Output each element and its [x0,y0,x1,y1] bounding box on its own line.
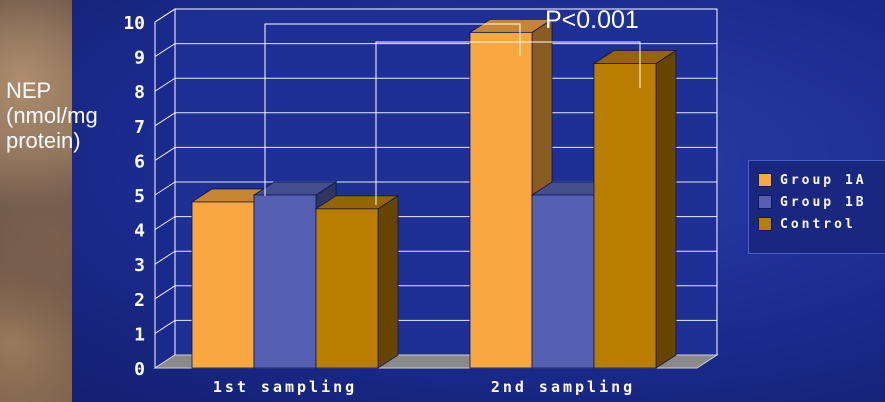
legend-swatch-group-1a [758,173,772,187]
y-tick-label-9: 9 [134,48,145,69]
bar-side-control-2 [655,49,677,369]
legend-label-group-1b: Group 1B [780,194,867,210]
bar-group-1b-1 [253,194,317,369]
y-tick-label-0: 0 [134,359,145,380]
y-tick-label-8: 8 [134,82,145,103]
bar-group-1a-2 [469,31,533,369]
bracket-group-1b-to-group-1a [264,23,521,196]
bar-control-1 [315,208,379,369]
legend-label-control: Control [780,216,856,232]
y-tick-label-6: 6 [134,151,145,172]
y-tick-label-1: 1 [134,324,145,345]
x-tick-label-2: 2nd sampling [491,378,635,396]
y-tick-label-10: 10 [123,13,145,34]
legend-swatch-control [758,217,772,231]
y-tick-label-7: 7 [134,117,145,138]
bar-control-2 [593,63,657,369]
p-value-annotation: P<0.001 [545,6,639,34]
gridline-10 [154,8,717,23]
legend-item-group-1a: Group 1A [758,169,885,191]
x-tick-label-1: 1st sampling [213,378,357,396]
legend-label-group-1a: Group 1A [780,172,867,188]
y-tick-label-4: 4 [134,221,145,242]
legend-swatch-group-1b [758,195,772,209]
bar-group-1a-1 [191,201,255,369]
bracket-control-to-control [375,41,641,205]
background-texture-strip [0,0,72,402]
y-axis-label: NEP (nmol/mg protein) [6,78,98,153]
y-tick-label-5: 5 [134,186,145,207]
legend: Group 1A Group 1B Control [748,160,885,254]
bar-group-1b-2 [531,194,595,369]
y-tick-label-2: 2 [134,290,145,311]
y-tick-label-3: 3 [134,255,145,276]
bar-side-control-1 [377,195,399,369]
legend-item-control: Control [758,213,885,235]
legend-item-group-1b: Group 1B [758,191,885,213]
